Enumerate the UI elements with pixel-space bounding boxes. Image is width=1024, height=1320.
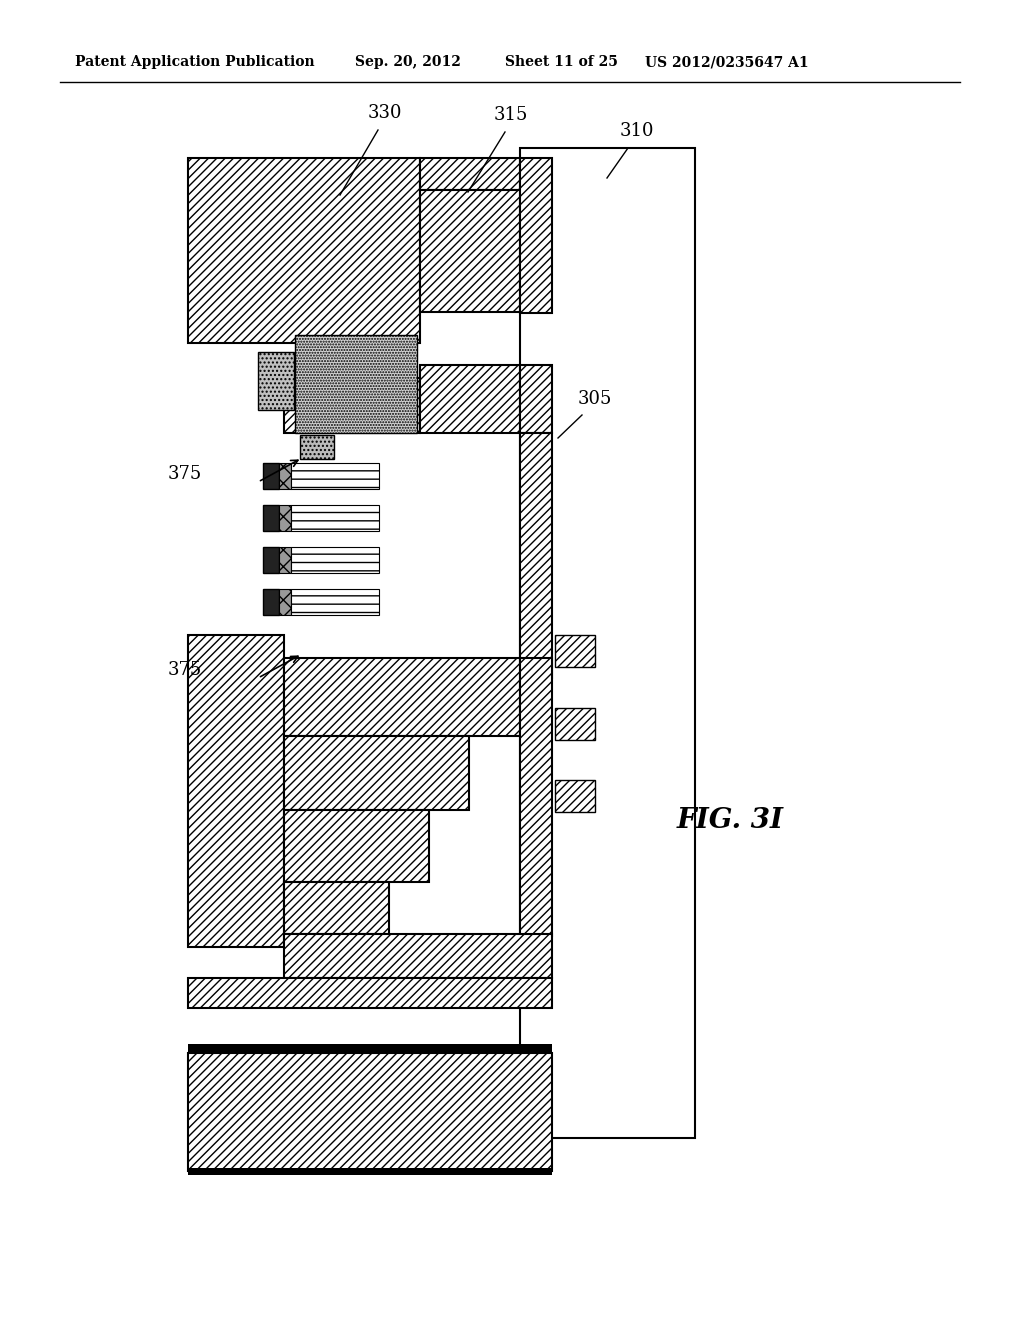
Text: Sep. 20, 2012: Sep. 20, 2012	[355, 55, 461, 69]
Bar	[284, 737, 469, 810]
Bar	[258, 352, 294, 411]
Bar	[520, 158, 552, 313]
Bar	[263, 589, 279, 615]
Bar	[263, 506, 279, 531]
Text: 305: 305	[578, 389, 612, 408]
Bar	[291, 506, 379, 531]
Bar	[284, 657, 520, 737]
Bar	[263, 546, 279, 573]
Bar	[188, 978, 552, 1008]
Bar	[520, 657, 552, 936]
Bar	[555, 780, 595, 812]
Bar	[420, 190, 520, 312]
Text: 330: 330	[368, 104, 402, 121]
Bar	[420, 366, 520, 433]
Bar	[520, 148, 695, 1138]
Text: Sheet 11 of 25: Sheet 11 of 25	[505, 55, 617, 69]
Text: 310: 310	[620, 121, 654, 140]
Bar	[555, 635, 595, 667]
Bar	[279, 463, 291, 488]
Text: Patent Application Publication: Patent Application Publication	[75, 55, 314, 69]
Text: 315: 315	[494, 106, 528, 124]
Bar	[188, 1053, 552, 1171]
Bar	[263, 463, 279, 488]
Bar	[291, 546, 379, 573]
Bar	[284, 935, 552, 978]
Bar	[279, 506, 291, 531]
Text: FIG. 3I: FIG. 3I	[677, 807, 783, 833]
Bar	[279, 546, 291, 573]
Bar	[520, 433, 552, 678]
Bar	[284, 882, 389, 935]
Bar	[279, 589, 291, 615]
Bar	[520, 366, 552, 433]
Text: 375: 375	[168, 661, 202, 678]
Bar	[188, 158, 420, 343]
Bar	[188, 635, 284, 946]
Bar	[420, 158, 520, 190]
Text: 375: 375	[168, 465, 202, 483]
Bar	[555, 708, 595, 741]
Bar	[291, 589, 379, 615]
Text: US 2012/0235647 A1: US 2012/0235647 A1	[645, 55, 809, 69]
Bar	[284, 378, 420, 433]
Bar	[188, 1168, 552, 1175]
Bar	[291, 463, 379, 488]
Bar	[284, 810, 429, 882]
Bar	[188, 1044, 552, 1053]
Bar	[295, 335, 417, 433]
Bar	[300, 436, 334, 459]
